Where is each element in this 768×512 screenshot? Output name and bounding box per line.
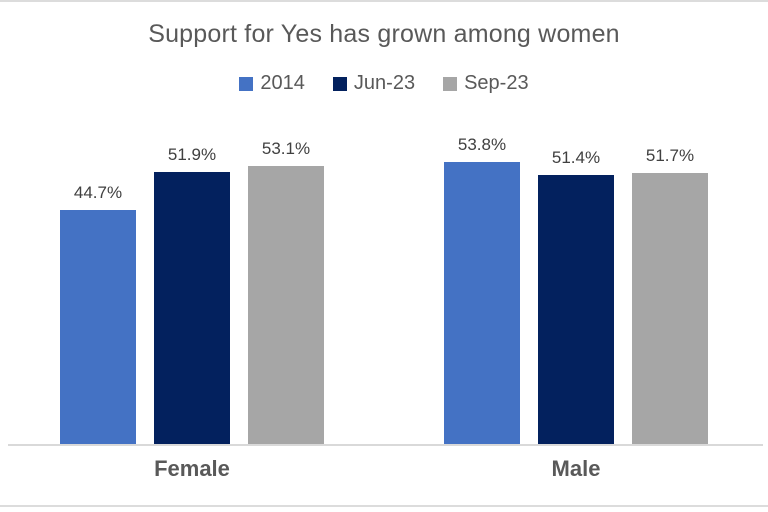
category-label-female: Female (154, 456, 230, 481)
bar-wrap-male-sep-23: 51.7% (632, 146, 708, 445)
bar-wrap-male-jun-23: 51.4% (538, 148, 614, 445)
bar-female-jun-23 (154, 172, 230, 445)
category-label-male: Male (551, 456, 601, 481)
bar-group-female: 44.7% 51.9% 53.1% (0, 110, 384, 445)
legend-swatch-sep-23 (443, 76, 458, 91)
bar-male-jun-23 (538, 175, 614, 445)
bar-cluster: 53.8% 51.4% 51.7% (444, 135, 708, 445)
data-label-male-sep-23: 51.7% (645, 146, 695, 165)
category-axis: Female Male (0, 456, 768, 482)
legend-item-2014: 2014 (239, 72, 305, 95)
data-label-male-jun-23: 51.4% (551, 148, 601, 167)
bottom-border-line (0, 505, 768, 507)
bar-wrap-male-2014: 53.8% (444, 135, 520, 445)
legend-label: Jun-23 (353, 72, 416, 94)
data-label-female-jun-23: 51.9% (167, 145, 217, 164)
plot-area: 44.7% 51.9% 53.1% 53.8% 51.4% 51.7% (0, 110, 768, 445)
legend-swatch-2014 (239, 76, 254, 91)
data-label-female-sep-23: 53.1% (261, 139, 311, 158)
data-label-male-2014: 53.8% (457, 135, 507, 154)
legend-item-jun-23: Jun-23 (332, 72, 416, 95)
top-border-line (0, 0, 768, 2)
bar-group-male: 53.8% 51.4% 51.7% (384, 110, 768, 445)
bar-female-sep-23 (248, 166, 324, 445)
legend: 2014 Jun-23 Sep-23 (0, 72, 768, 95)
legend-label: 2014 (260, 72, 305, 94)
legend-swatch-jun-23 (332, 76, 347, 91)
bar-wrap-female-jun-23: 51.9% (154, 145, 230, 445)
legend-item-sep-23: Sep-23 (443, 72, 529, 95)
chart-title: Support for Yes has grown among women (148, 20, 620, 48)
bar-cluster: 44.7% 51.9% 53.1% (60, 139, 324, 445)
bar-wrap-female-sep-23: 53.1% (248, 139, 324, 445)
bar-female-2014 (60, 210, 136, 445)
bar-wrap-female-2014: 44.7% (60, 183, 136, 445)
x-axis-line (8, 444, 763, 446)
bar-male-sep-23 (632, 173, 708, 445)
bar-male-2014 (444, 162, 520, 445)
data-label-female-2014: 44.7% (73, 183, 123, 202)
legend-label: Sep-23 (464, 72, 529, 94)
